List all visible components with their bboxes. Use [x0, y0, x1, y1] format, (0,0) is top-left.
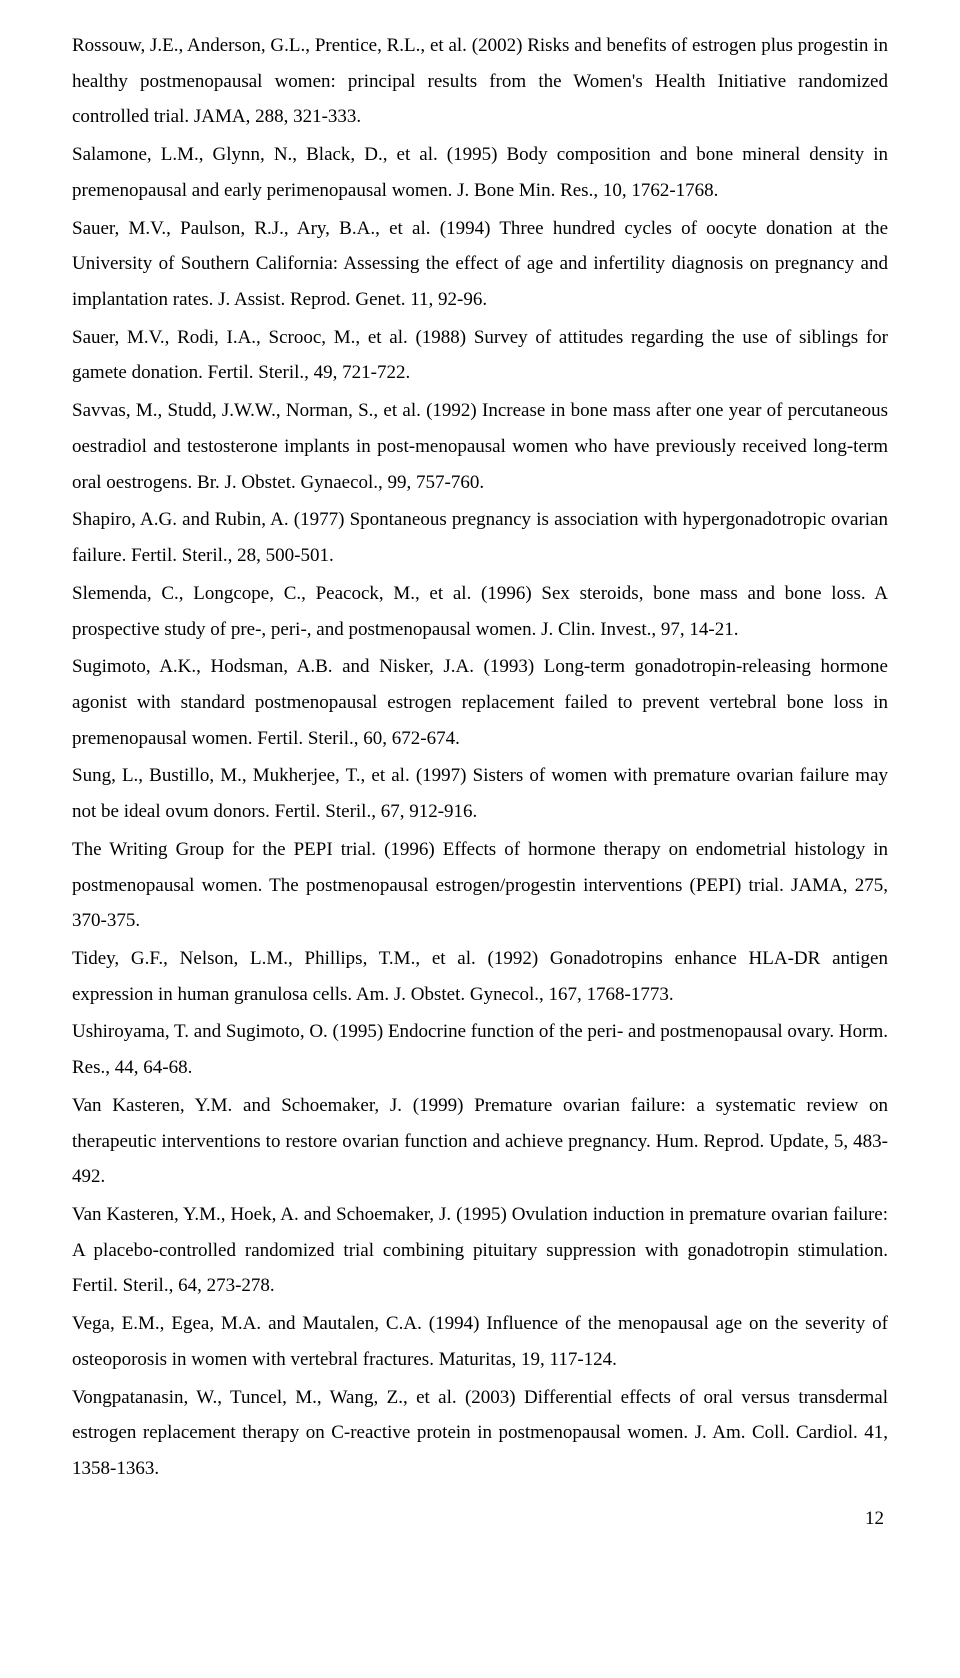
reference-entry: Slemenda, C., Longcope, C., Peacock, M.,… [72, 576, 888, 647]
reference-entry: Van Kasteren, Y.M., Hoek, A. and Schoema… [72, 1197, 888, 1304]
reference-entry: Salamone, L.M., Glynn, N., Black, D., et… [72, 137, 888, 208]
reference-entry: Sauer, M.V., Paulson, R.J., Ary, B.A., e… [72, 211, 888, 318]
reference-entry: Shapiro, A.G. and Rubin, A. (1977) Spont… [72, 502, 888, 573]
reference-entry: Savvas, M., Studd, J.W.W., Norman, S., e… [72, 393, 888, 500]
reference-entry: Ushiroyama, T. and Sugimoto, O. (1995) E… [72, 1014, 888, 1085]
reference-entry: Sauer, M.V., Rodi, I.A., Scrooc, M., et … [72, 320, 888, 391]
reference-entry: Vongpatanasin, W., Tuncel, M., Wang, Z.,… [72, 1380, 888, 1487]
page-number: 12 [72, 1501, 888, 1537]
reference-entry: Vega, E.M., Egea, M.A. and Mautalen, C.A… [72, 1306, 888, 1377]
reference-entry: Sung, L., Bustillo, M., Mukherjee, T., e… [72, 758, 888, 829]
reference-entry: Van Kasteren, Y.M. and Schoemaker, J. (1… [72, 1088, 888, 1195]
reference-entry: The Writing Group for the PEPI trial. (1… [72, 832, 888, 939]
reference-entry: Rossouw, J.E., Anderson, G.L., Prentice,… [72, 28, 888, 135]
page-container: Rossouw, J.E., Anderson, G.L., Prentice,… [0, 0, 960, 1584]
reference-entry: Sugimoto, A.K., Hodsman, A.B. and Nisker… [72, 649, 888, 756]
reference-entry: Tidey, G.F., Nelson, L.M., Phillips, T.M… [72, 941, 888, 1012]
